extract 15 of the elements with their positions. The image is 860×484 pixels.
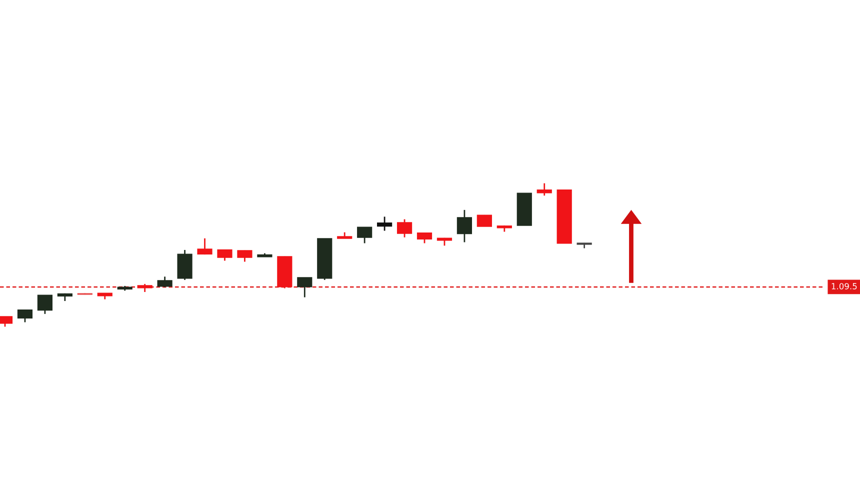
candlestick: [217, 248, 232, 262]
candlestick: [357, 226, 372, 244]
candlestick: [456, 209, 472, 243]
candlestick: [396, 218, 412, 238]
candlestick: [416, 232, 432, 244]
candlestick: [297, 276, 312, 298]
candlestick: [536, 182, 552, 196]
candlestick: [377, 216, 392, 232]
candlestick: [476, 214, 492, 227]
candlestick: [237, 250, 252, 262]
ref-line-label: 1.09.5: [832, 283, 857, 290]
candlestick: [37, 294, 52, 315]
candlestick: [17, 309, 33, 323]
candlestick: [177, 249, 192, 281]
candlestick: [197, 238, 212, 256]
